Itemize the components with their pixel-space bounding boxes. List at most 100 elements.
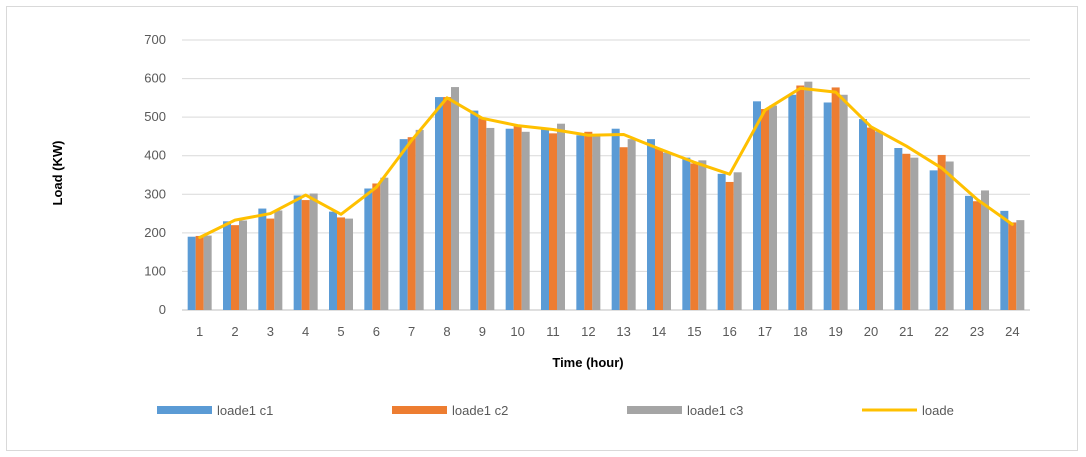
y-tick-label: 300 bbox=[144, 186, 166, 201]
bar-loade1-c1-4 bbox=[293, 195, 302, 310]
legend-item-loade: loade bbox=[862, 403, 954, 418]
x-tick-label: 19 bbox=[828, 324, 842, 339]
bar-loade1-c2-15 bbox=[690, 163, 699, 310]
x-tick-label: 3 bbox=[267, 324, 274, 339]
bar-loade1-c3-5 bbox=[345, 218, 353, 310]
bar-loade1-c1-21 bbox=[894, 148, 903, 310]
bar-loade1-c2-3 bbox=[266, 218, 275, 310]
bar-loade1-c1-7 bbox=[399, 139, 408, 310]
bar-loade1-c1-22 bbox=[929, 170, 938, 310]
y-tick-label: 200 bbox=[144, 225, 166, 240]
bar-loade1-c3-17 bbox=[769, 105, 777, 310]
legend: loade1 c1 loade1 c2 loade1 c3 loade bbox=[157, 403, 954, 418]
bar-loade1-c1-14 bbox=[647, 139, 655, 310]
line-loade bbox=[198, 86, 1014, 239]
x-tick-label: 23 bbox=[970, 324, 984, 339]
bar-loade1-c1-16 bbox=[717, 173, 726, 310]
x-tick-label: 9 bbox=[479, 324, 486, 339]
legend-swatch bbox=[627, 406, 682, 414]
bar-loade1-c3-10 bbox=[521, 131, 530, 310]
legend-swatch bbox=[157, 406, 212, 414]
bar-loade1-c3-4 bbox=[309, 193, 318, 310]
bar-loade1-c2-13 bbox=[619, 147, 628, 310]
bar-loade1-c3-2 bbox=[239, 220, 247, 310]
bar-loade1-c3-15 bbox=[698, 160, 707, 310]
chart-frame: 0 100 200 300 400 500 600 700 1 2 3 4 5 6 7 8 9 10 11 12 13… bbox=[6, 6, 1078, 451]
bar-loade1-c2-20 bbox=[867, 127, 875, 310]
x-tick-label: 17 bbox=[758, 324, 772, 339]
x-tick-label: 15 bbox=[687, 324, 701, 339]
bar-loade1-c3-14 bbox=[663, 152, 671, 310]
bar-loade1-c2-24 bbox=[1008, 222, 1017, 310]
bar-loade1-c3-16 bbox=[733, 172, 742, 310]
bar-loade1-c2-4 bbox=[301, 200, 310, 310]
x-tick-label: 7 bbox=[408, 324, 415, 339]
legend-swatch bbox=[392, 406, 447, 414]
bar-loade1-c3-9 bbox=[486, 127, 495, 310]
bar-loade1-c2-8 bbox=[443, 97, 451, 310]
bar-loade1-c3-11 bbox=[557, 123, 565, 310]
x-tick-label: 18 bbox=[793, 324, 807, 339]
x-axis-title: Time (hour) bbox=[552, 355, 623, 370]
legend-label: loade1 c2 bbox=[452, 403, 508, 418]
bar-loade1-c2-19 bbox=[831, 87, 840, 310]
bar-loade1-c2-23 bbox=[973, 201, 981, 310]
x-tick-label: 1 bbox=[196, 324, 203, 339]
bar-loade1-c3-7 bbox=[415, 129, 424, 310]
bar-loade1-c3-24 bbox=[1016, 220, 1025, 310]
grid-lines bbox=[182, 39, 1030, 311]
x-tick-label: 20 bbox=[864, 324, 878, 339]
bar-loade1-c1-1 bbox=[187, 236, 196, 310]
bar-loade1-c3-22 bbox=[945, 161, 954, 310]
bar-loade1-c1-12 bbox=[576, 135, 585, 310]
x-tick-label: 8 bbox=[443, 324, 450, 339]
bar-loade1-c2-14 bbox=[655, 148, 663, 310]
bar-loade1-c3-6 bbox=[380, 177, 389, 310]
y-tick-label: 400 bbox=[144, 148, 166, 163]
x-tick-label: 24 bbox=[1005, 324, 1019, 339]
x-tick-label: 13 bbox=[616, 324, 630, 339]
x-tick-label: 12 bbox=[581, 324, 595, 339]
bar-loade1-c1-3 bbox=[258, 208, 267, 310]
y-tick-label: 500 bbox=[144, 109, 166, 124]
bar-loade1-c3-1 bbox=[203, 235, 212, 310]
bar-loade1-c2-2 bbox=[231, 225, 239, 310]
bar-loade1-c1-5 bbox=[329, 211, 337, 310]
y-tick-label: 600 bbox=[144, 71, 166, 86]
bar-loade1-c1-23 bbox=[965, 195, 973, 310]
y-tick-labels: 0 100 200 300 400 500 600 700 bbox=[144, 32, 166, 317]
bar-loade1-c2-17 bbox=[761, 109, 769, 311]
bar-loade1-c1-15 bbox=[682, 157, 691, 310]
bar-loade1-c3-12 bbox=[592, 134, 601, 310]
bar-loade1-c1-11 bbox=[541, 129, 549, 310]
bar-loade1-c3-3 bbox=[274, 210, 283, 310]
bar-loade1-c1-2 bbox=[223, 221, 231, 310]
bar-loade1-c1-19 bbox=[823, 102, 832, 310]
x-tick-label: 2 bbox=[231, 324, 238, 339]
bar-loade1-c3-20 bbox=[875, 131, 883, 310]
bar-loade1-c1-9 bbox=[470, 110, 479, 310]
bar-loade1-c1-18 bbox=[788, 94, 797, 311]
x-tick-label: 21 bbox=[899, 324, 913, 339]
bar-loade1-c2-18 bbox=[796, 85, 805, 310]
legend-label: loade1 c1 bbox=[217, 403, 273, 418]
bar-loade1-c2-10 bbox=[513, 125, 522, 310]
bars bbox=[187, 81, 1025, 311]
x-tick-label: 22 bbox=[934, 324, 948, 339]
bar-loade1-c2-7 bbox=[407, 137, 416, 310]
x-tick-label: 16 bbox=[722, 324, 736, 339]
x-tick-label: 4 bbox=[302, 324, 309, 339]
line-series bbox=[198, 86, 1014, 239]
bar-loade1-c2-9 bbox=[478, 118, 487, 310]
bar-loade1-c1-8 bbox=[435, 97, 443, 310]
x-tick-label: 6 bbox=[373, 324, 380, 339]
legend-item-loade1-c3: loade1 c3 bbox=[627, 403, 743, 418]
x-tick-label: 14 bbox=[652, 324, 666, 339]
bar-loade1-c1-10 bbox=[505, 128, 514, 310]
y-tick-label: 700 bbox=[144, 32, 166, 47]
x-tick-label: 10 bbox=[510, 324, 524, 339]
legend-label: loade bbox=[922, 403, 954, 418]
bar-loade1-c3-8 bbox=[451, 87, 459, 310]
bar-loade1-c3-19 bbox=[839, 94, 848, 311]
